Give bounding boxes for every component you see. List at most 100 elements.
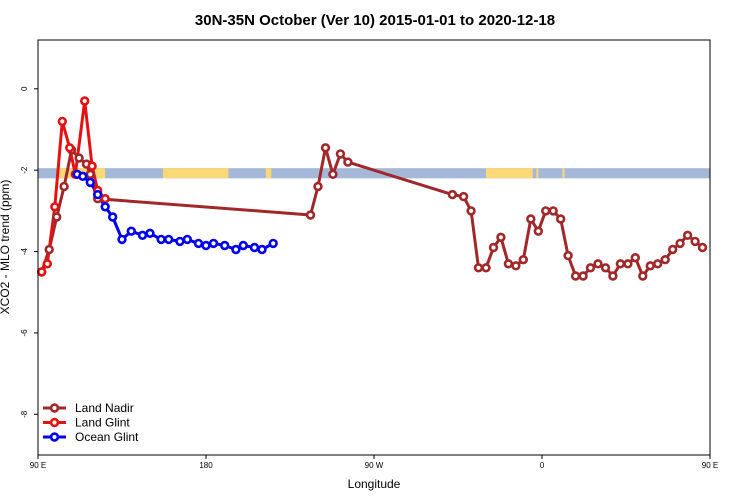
chart-title: 30N-35N October (Ver 10) 2015-01-01 to 2… xyxy=(195,12,555,29)
land-nadir-point xyxy=(585,263,596,273)
land-nadir-point xyxy=(548,206,558,216)
land-nadir-point xyxy=(690,236,700,247)
land-nadir-point xyxy=(667,244,678,255)
y-tick-label: -4 xyxy=(20,247,29,255)
x-axis-label: Longitude xyxy=(348,477,401,491)
land-nadir-point xyxy=(458,191,469,202)
land-nadir-point xyxy=(59,181,69,192)
land-nadir-point xyxy=(473,263,484,273)
land-nadir-point xyxy=(320,143,331,153)
legend-swatch-point-ocean-glint xyxy=(49,432,60,442)
land-nadir-point xyxy=(343,157,353,167)
ocean-glint-line xyxy=(76,172,274,251)
land-nadir-point xyxy=(503,259,514,269)
land-segment xyxy=(562,168,565,179)
ocean-glint-point xyxy=(249,242,260,253)
land-nadir-point xyxy=(578,271,588,281)
y-axis-label: XCO2 - MLO trend (ppm) xyxy=(0,180,12,315)
land-nadir-point xyxy=(697,242,708,253)
land-nadir-point xyxy=(488,242,499,253)
series-points xyxy=(36,96,708,281)
ocean-glint-point xyxy=(145,228,155,239)
land-glint-point xyxy=(50,202,60,212)
ocean-glint-point xyxy=(175,236,185,247)
ocean-glint-point xyxy=(164,234,174,245)
land-nadir-point xyxy=(533,226,543,236)
land-nadir-point xyxy=(540,206,551,216)
ocean-glint-point xyxy=(117,234,127,245)
x-tick-label: 90 E xyxy=(702,461,718,470)
plot-area xyxy=(36,96,710,281)
ocean-glint-point xyxy=(107,212,118,222)
land-nadir-line xyxy=(40,146,704,278)
land-nadir-point xyxy=(328,169,338,180)
ocean-glint-point xyxy=(193,238,204,249)
ocean-glint-point xyxy=(156,234,166,245)
land-nadir-point xyxy=(313,181,323,192)
ocean-glint-point xyxy=(201,240,211,251)
land-nadir-point xyxy=(682,230,693,241)
ocean-glint-point xyxy=(92,189,103,200)
ocean-glint-point xyxy=(182,234,193,245)
ocean-glint-point xyxy=(238,240,249,251)
land-nadir-point xyxy=(305,210,316,220)
land-glint-point xyxy=(64,143,75,153)
land-glint-point xyxy=(79,96,90,106)
land-nadir-point xyxy=(570,271,581,281)
y-axis: 0 -2 -4 -6 -8 xyxy=(20,86,38,418)
ocean-glint-point xyxy=(208,238,219,249)
land-nadir-point xyxy=(555,214,566,224)
ocean-glint-point xyxy=(257,244,267,255)
land-nadir-point xyxy=(600,263,611,273)
land-segment xyxy=(536,168,539,179)
land-segment xyxy=(486,168,533,179)
x-tick-label: 90 E xyxy=(30,461,46,470)
y-tick-label: -8 xyxy=(20,410,29,418)
legend-label-land-glint: Land Glint xyxy=(75,416,130,430)
ocean-glint-point xyxy=(220,240,230,251)
land-nadir-point xyxy=(74,153,84,163)
ocean-glint-point xyxy=(137,230,148,241)
land-nadir-point xyxy=(652,259,663,269)
land-nadir-point xyxy=(335,149,346,159)
land-glint-point xyxy=(57,116,67,127)
land-nadir-point xyxy=(518,255,528,265)
land-glint-line xyxy=(40,99,107,273)
x-axis: 90 E 180 90 W 0 90 E xyxy=(30,455,718,470)
land-segment xyxy=(265,168,272,179)
land-nadir-point xyxy=(563,250,573,261)
plot-frame xyxy=(37,39,711,456)
land-glint-point xyxy=(42,259,52,269)
land-nadir-point xyxy=(511,261,521,271)
land-nadir-point xyxy=(608,271,618,281)
land-glint-point xyxy=(100,194,110,204)
y-tick-label: -6 xyxy=(20,329,29,337)
ocean-glint-point xyxy=(78,171,88,182)
ocean-glint-point xyxy=(231,244,241,255)
ocean-band xyxy=(38,168,710,179)
ocean-glint-point xyxy=(100,202,110,212)
land-nadir-point xyxy=(630,253,640,263)
land-nadir-point xyxy=(447,189,458,200)
land-nadir-point xyxy=(85,169,96,180)
y-tick-label: 0 xyxy=(20,86,29,91)
land-nadir-point xyxy=(44,244,54,255)
land-nadir-point xyxy=(675,238,685,249)
land-glint-point xyxy=(36,267,47,277)
x-tick-label: 90 W xyxy=(365,461,384,470)
land-nadir-point xyxy=(51,212,62,222)
legend-swatch-point-land-glint xyxy=(49,417,60,428)
land-nadir-point xyxy=(615,259,626,269)
land-glint-point xyxy=(87,161,97,171)
land-nadir-point xyxy=(638,271,648,281)
series-lines xyxy=(40,99,704,278)
ocean-glint-point xyxy=(126,226,137,236)
land-nadir-point xyxy=(593,259,603,269)
legend-label-ocean-glint: Ocean Glint xyxy=(75,430,139,444)
legend-swatch-point-land-nadir xyxy=(49,403,60,413)
land-nadir-point xyxy=(645,261,655,271)
x-tick-label: 180 xyxy=(199,461,213,470)
y-tick-label: -2 xyxy=(20,166,29,174)
